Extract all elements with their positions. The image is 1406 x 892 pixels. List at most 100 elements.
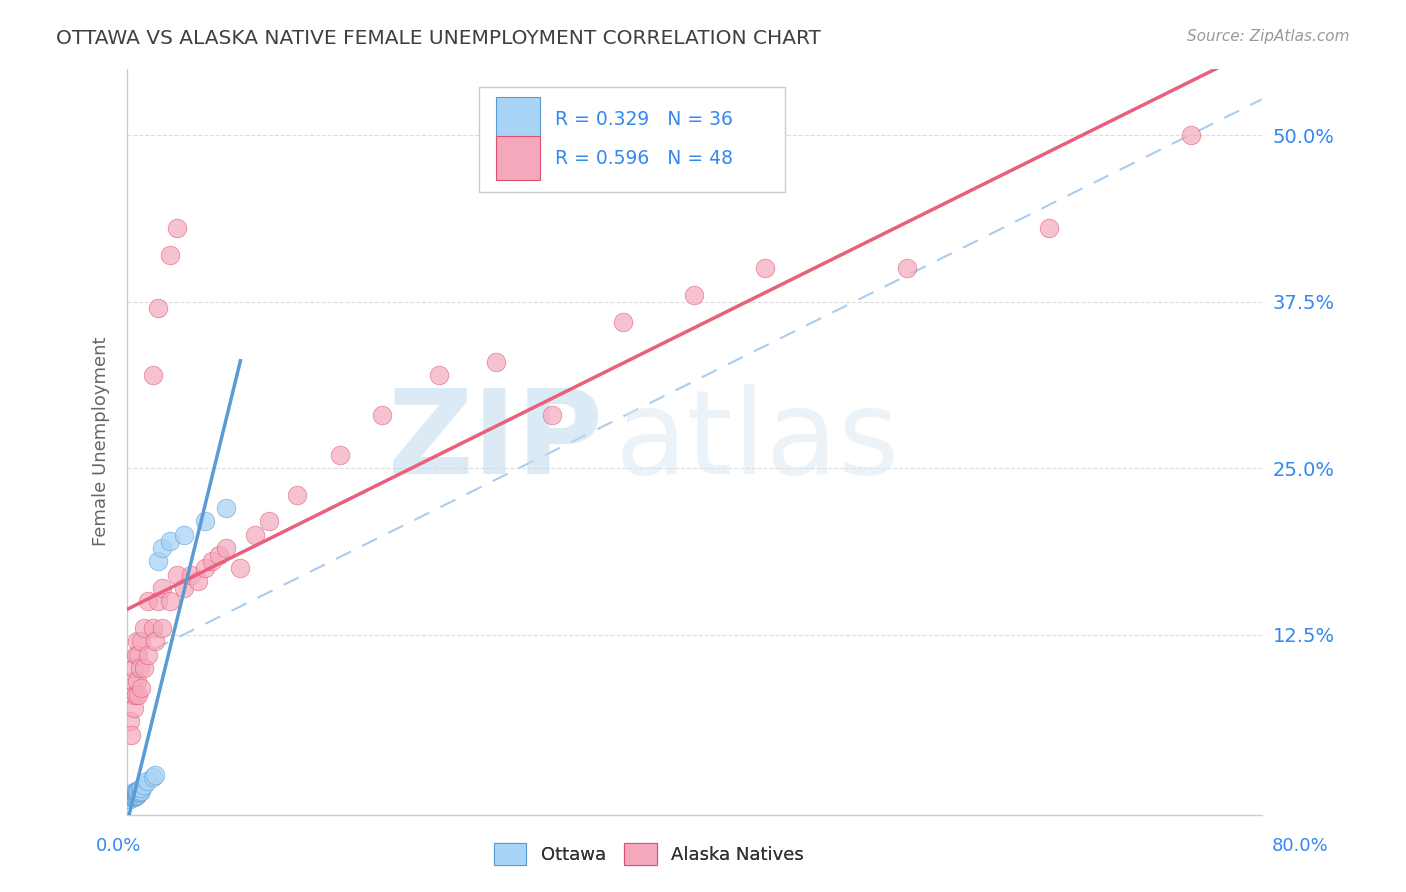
- Point: [124, 788, 146, 802]
- Text: atlas: atlas: [614, 384, 900, 499]
- Point: [159, 594, 181, 608]
- FancyBboxPatch shape: [478, 87, 785, 192]
- Point: [121, 788, 143, 802]
- Point: [122, 785, 145, 799]
- Text: 80.0%: 80.0%: [1272, 837, 1329, 855]
- Point: [148, 594, 170, 608]
- Point: [128, 785, 150, 799]
- Point: [122, 790, 145, 805]
- Point: [143, 767, 166, 781]
- Point: [129, 783, 152, 797]
- Point: [121, 688, 143, 702]
- Point: [124, 785, 146, 799]
- Point: [125, 783, 148, 797]
- Point: [215, 501, 238, 516]
- Point: [132, 661, 155, 675]
- Point: [612, 315, 634, 329]
- Point: [194, 515, 217, 529]
- Point: [541, 408, 564, 422]
- Point: [124, 688, 146, 702]
- Point: [132, 778, 155, 792]
- Point: [148, 301, 170, 316]
- Point: [285, 488, 308, 502]
- Point: [120, 789, 142, 803]
- Point: [122, 786, 145, 800]
- Point: [141, 770, 163, 784]
- Point: [118, 714, 141, 729]
- Point: [166, 221, 188, 235]
- Legend: Ottawa, Alaska Natives: Ottawa, Alaska Natives: [486, 836, 811, 872]
- Point: [187, 574, 209, 589]
- FancyBboxPatch shape: [496, 136, 540, 180]
- Point: [152, 581, 174, 595]
- Point: [329, 448, 352, 462]
- Point: [122, 701, 145, 715]
- Point: [427, 368, 450, 382]
- Point: [121, 674, 143, 689]
- Point: [122, 661, 145, 675]
- Point: [141, 621, 163, 635]
- Point: [754, 261, 776, 276]
- Point: [121, 790, 143, 805]
- Point: [127, 786, 149, 800]
- Point: [122, 788, 145, 802]
- Point: [121, 789, 143, 803]
- Point: [125, 634, 148, 648]
- Text: ZIP: ZIP: [388, 384, 603, 499]
- Point: [896, 261, 918, 276]
- Text: OTTAWA VS ALASKA NATIVE FEMALE UNEMPLOYMENT CORRELATION CHART: OTTAWA VS ALASKA NATIVE FEMALE UNEMPLOYM…: [56, 29, 821, 47]
- Point: [120, 790, 142, 805]
- Text: R = 0.596   N = 48: R = 0.596 N = 48: [555, 149, 733, 168]
- Point: [229, 561, 252, 575]
- Y-axis label: Female Unemployment: Female Unemployment: [93, 337, 110, 546]
- Point: [124, 789, 146, 803]
- Point: [166, 567, 188, 582]
- Point: [159, 248, 181, 262]
- Point: [136, 648, 159, 662]
- Point: [124, 783, 146, 797]
- Point: [1038, 221, 1060, 235]
- Point: [683, 288, 706, 302]
- Point: [180, 567, 202, 582]
- Point: [141, 368, 163, 382]
- Point: [173, 528, 195, 542]
- Point: [128, 782, 150, 797]
- Point: [120, 728, 142, 742]
- Point: [215, 541, 238, 555]
- Point: [129, 634, 152, 648]
- Point: [194, 561, 217, 575]
- Point: [159, 534, 181, 549]
- Point: [132, 621, 155, 635]
- Point: [124, 786, 146, 800]
- Point: [152, 541, 174, 555]
- Text: 0.0%: 0.0%: [96, 837, 141, 855]
- Point: [173, 581, 195, 595]
- Point: [201, 554, 224, 568]
- Point: [125, 785, 148, 799]
- Point: [152, 621, 174, 635]
- Point: [127, 783, 149, 797]
- Point: [122, 789, 145, 803]
- Point: [148, 554, 170, 568]
- Point: [129, 780, 152, 795]
- Point: [129, 681, 152, 695]
- FancyBboxPatch shape: [496, 97, 540, 141]
- Point: [143, 634, 166, 648]
- Point: [135, 774, 157, 789]
- Point: [136, 594, 159, 608]
- Point: [125, 788, 148, 802]
- Point: [118, 791, 141, 805]
- Text: Source: ZipAtlas.com: Source: ZipAtlas.com: [1187, 29, 1350, 44]
- Point: [208, 548, 231, 562]
- Point: [128, 661, 150, 675]
- Point: [127, 648, 149, 662]
- Point: [125, 674, 148, 689]
- Point: [485, 354, 508, 368]
- Point: [1180, 128, 1202, 142]
- Point: [257, 515, 280, 529]
- Point: [124, 648, 146, 662]
- Text: R = 0.329   N = 36: R = 0.329 N = 36: [555, 110, 733, 128]
- Point: [125, 786, 148, 800]
- Point: [371, 408, 394, 422]
- Point: [127, 688, 149, 702]
